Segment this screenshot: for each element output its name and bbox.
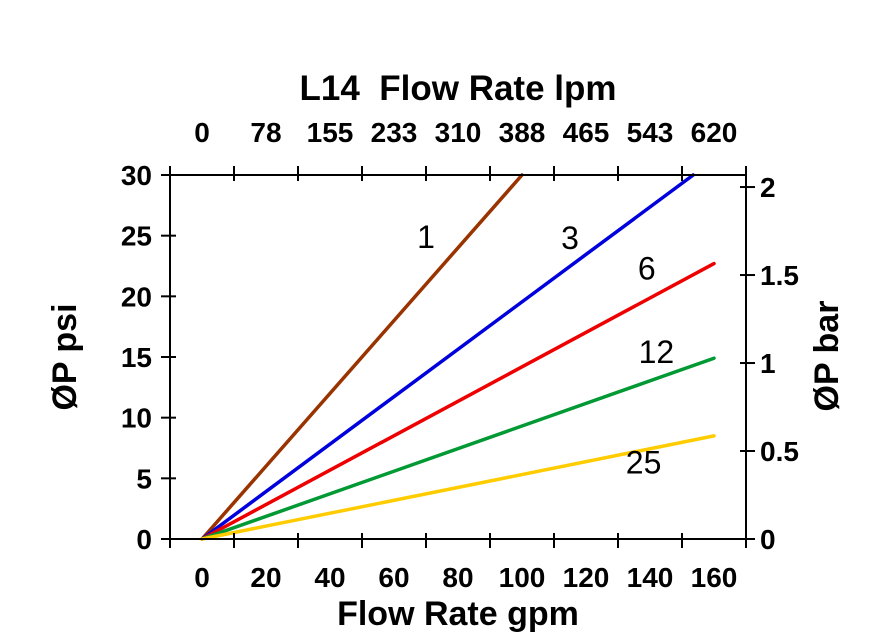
series-label-6: 6 xyxy=(638,250,656,286)
x-tick-label-top: 233 xyxy=(371,117,418,148)
y-tick-label-left: 0 xyxy=(136,524,152,555)
x-tick-label-top: 388 xyxy=(499,117,546,148)
x-tick-label-top: 310 xyxy=(435,117,482,148)
x-tick-label-bottom: 120 xyxy=(563,562,610,593)
x-tick-label-bottom: 80 xyxy=(442,562,473,593)
y-tick-label-right: 0.5 xyxy=(760,436,799,467)
y-axis-title-right: ØP bar xyxy=(808,301,846,412)
x-tick-label-bottom: 100 xyxy=(499,562,546,593)
series-label-12: 12 xyxy=(639,334,675,370)
series-line-3 xyxy=(200,173,695,541)
series-line-6 xyxy=(200,261,716,541)
y-tick-label-left: 15 xyxy=(121,342,152,373)
x-tick-label-bottom: 0 xyxy=(194,562,210,593)
chart-title: L14 Flow Rate lpm xyxy=(300,69,617,108)
x-tick-label-top: 465 xyxy=(563,117,610,148)
y-tick-label-left: 20 xyxy=(121,281,152,312)
y-tick-label-left: 30 xyxy=(121,160,152,191)
y-tick-label-right: 0 xyxy=(760,524,776,555)
series-label-3: 3 xyxy=(561,220,579,256)
y-tick-label-right: 1 xyxy=(760,348,776,379)
x-tick-label-top: 78 xyxy=(250,117,281,148)
x-tick-label-top: 620 xyxy=(691,117,738,148)
x-tick-label-bottom: 40 xyxy=(314,562,345,593)
x-tick-label-bottom: 20 xyxy=(250,562,281,593)
y-tick-label-left: 5 xyxy=(136,463,152,494)
x-tick-label-bottom: 60 xyxy=(378,562,409,593)
x-tick-label-top: 543 xyxy=(627,117,674,148)
y-axis-title-left: ØP psi xyxy=(46,303,84,410)
series-line-1 xyxy=(200,173,524,541)
x-tick-label-bottom: 160 xyxy=(691,562,738,593)
x-tick-label-top: 155 xyxy=(307,117,354,148)
y-tick-label-left: 25 xyxy=(121,221,152,252)
series-line-12 xyxy=(200,356,716,541)
series-line-25 xyxy=(200,434,716,541)
plot-area: 05101520253000.511.520020784015560233803… xyxy=(121,117,799,593)
x-tick-label-bottom: 140 xyxy=(627,562,674,593)
x-tick-label-top: 0 xyxy=(194,117,210,148)
y-tick-label-right: 1.5 xyxy=(760,260,799,291)
x-axis-title-bottom: Flow Rate gpm xyxy=(337,595,579,633)
y-tick-label-left: 10 xyxy=(121,403,152,434)
series-label-25: 25 xyxy=(626,445,662,481)
y-tick-label-right: 2 xyxy=(760,172,776,203)
series-label-1: 1 xyxy=(417,219,435,255)
